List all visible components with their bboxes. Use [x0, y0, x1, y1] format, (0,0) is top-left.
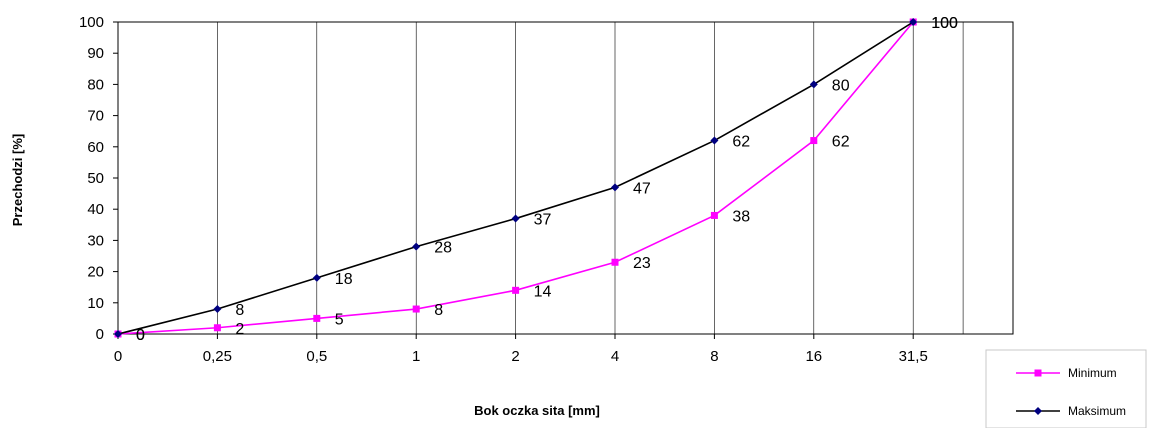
y-tick-label: 50: [87, 170, 104, 187]
y-tick-label: 0: [96, 326, 104, 343]
data-label-maksimum: 0: [136, 327, 145, 344]
data-label-maksimum: 62: [732, 134, 750, 151]
data-label-maksimum: 8: [235, 302, 244, 319]
data-point-maksimum: [909, 18, 918, 26]
x-tick-label: 2: [511, 348, 519, 365]
x-axis-ticks: 0 0,25 0,5 1 2 4 8 16 31,5: [114, 334, 928, 365]
y-tick-label: 90: [87, 45, 104, 62]
x-tick-label: 0,5: [306, 348, 327, 365]
data-point-minimum: [512, 286, 520, 294]
data-label-maksimum: 80: [832, 77, 850, 94]
y-tick-label: 30: [87, 232, 104, 249]
data-point-minimum: [412, 305, 420, 313]
data-point-minimum: [213, 324, 221, 332]
legend-marker-minimum: [1034, 369, 1042, 377]
data-label-minimum: 38: [732, 208, 750, 225]
data-label-minimum: 100: [931, 15, 958, 32]
data-label-maksimum: 28: [434, 240, 452, 257]
data-point-minimum: [313, 314, 321, 322]
data-label-minimum: 8: [434, 302, 443, 319]
legend-marker-maksimum: [1034, 407, 1042, 415]
plot-border: [117, 21, 1014, 335]
data-point-maksimum: [710, 136, 719, 145]
data-point-minimum: [810, 137, 818, 145]
data-point-minimum: [710, 211, 718, 219]
y-axis-ticks: 0 10 20 30 40 50 60 70 80 90 100: [79, 14, 118, 343]
series-lines: [114, 18, 918, 338]
y-tick-label: 70: [87, 108, 104, 125]
y-tick-label: 10: [87, 295, 104, 312]
x-axis-title: Bok oczka sita [mm]: [474, 403, 600, 418]
x-tick-label: 4: [611, 348, 619, 365]
data-point-maksimum: [114, 330, 122, 338]
data-label-minimum: 14: [534, 283, 552, 300]
data-label-minimum: 5: [335, 311, 344, 328]
data-point-maksimum: [412, 242, 421, 251]
data-point-maksimum: [611, 183, 619, 192]
y-tick-label: 100: [79, 14, 104, 31]
x-tick-label: 0: [114, 348, 122, 365]
data-point-minimum: [611, 258, 619, 266]
x-tick-label: 8: [710, 348, 718, 365]
y-tick-label: 40: [87, 201, 104, 218]
x-tick-label: 16: [805, 348, 822, 365]
plot-area: [117, 21, 1014, 335]
y-tick-label: 60: [87, 139, 104, 156]
y-tick-label: 20: [87, 264, 104, 281]
x-tick-label: 0,25: [203, 348, 232, 365]
data-point-maksimum: [213, 305, 222, 314]
data-label-minimum: 23: [633, 255, 651, 272]
legend-box: [985, 349, 1147, 428]
x-tick-label: 31,5: [899, 348, 928, 365]
data-point-maksimum: [809, 80, 818, 89]
y-axis-title: Przechodzi [%]: [10, 134, 25, 226]
data-label-maksimum: 47: [633, 180, 651, 197]
legend-label-maksimum: Maksimum: [1068, 404, 1126, 418]
grid-lines: [217, 22, 964, 334]
data-point-maksimum: [312, 273, 321, 282]
data-point-maksimum: [511, 214, 520, 223]
data-label-minimum: 2: [235, 321, 244, 338]
data-label-minimum: 0: [136, 327, 145, 344]
data-label-maksimum: 37: [534, 212, 552, 229]
legend-label-minimum: Minimum: [1068, 366, 1117, 380]
legend: Minimum Maksimum: [985, 349, 1147, 428]
data-label-minimum: 62: [832, 134, 850, 151]
data-label-maksimum: 18: [335, 271, 353, 288]
y-tick-label: 80: [87, 76, 104, 93]
data-label-maksimum: 100: [931, 15, 958, 32]
x-tick-label: 1: [412, 348, 420, 365]
